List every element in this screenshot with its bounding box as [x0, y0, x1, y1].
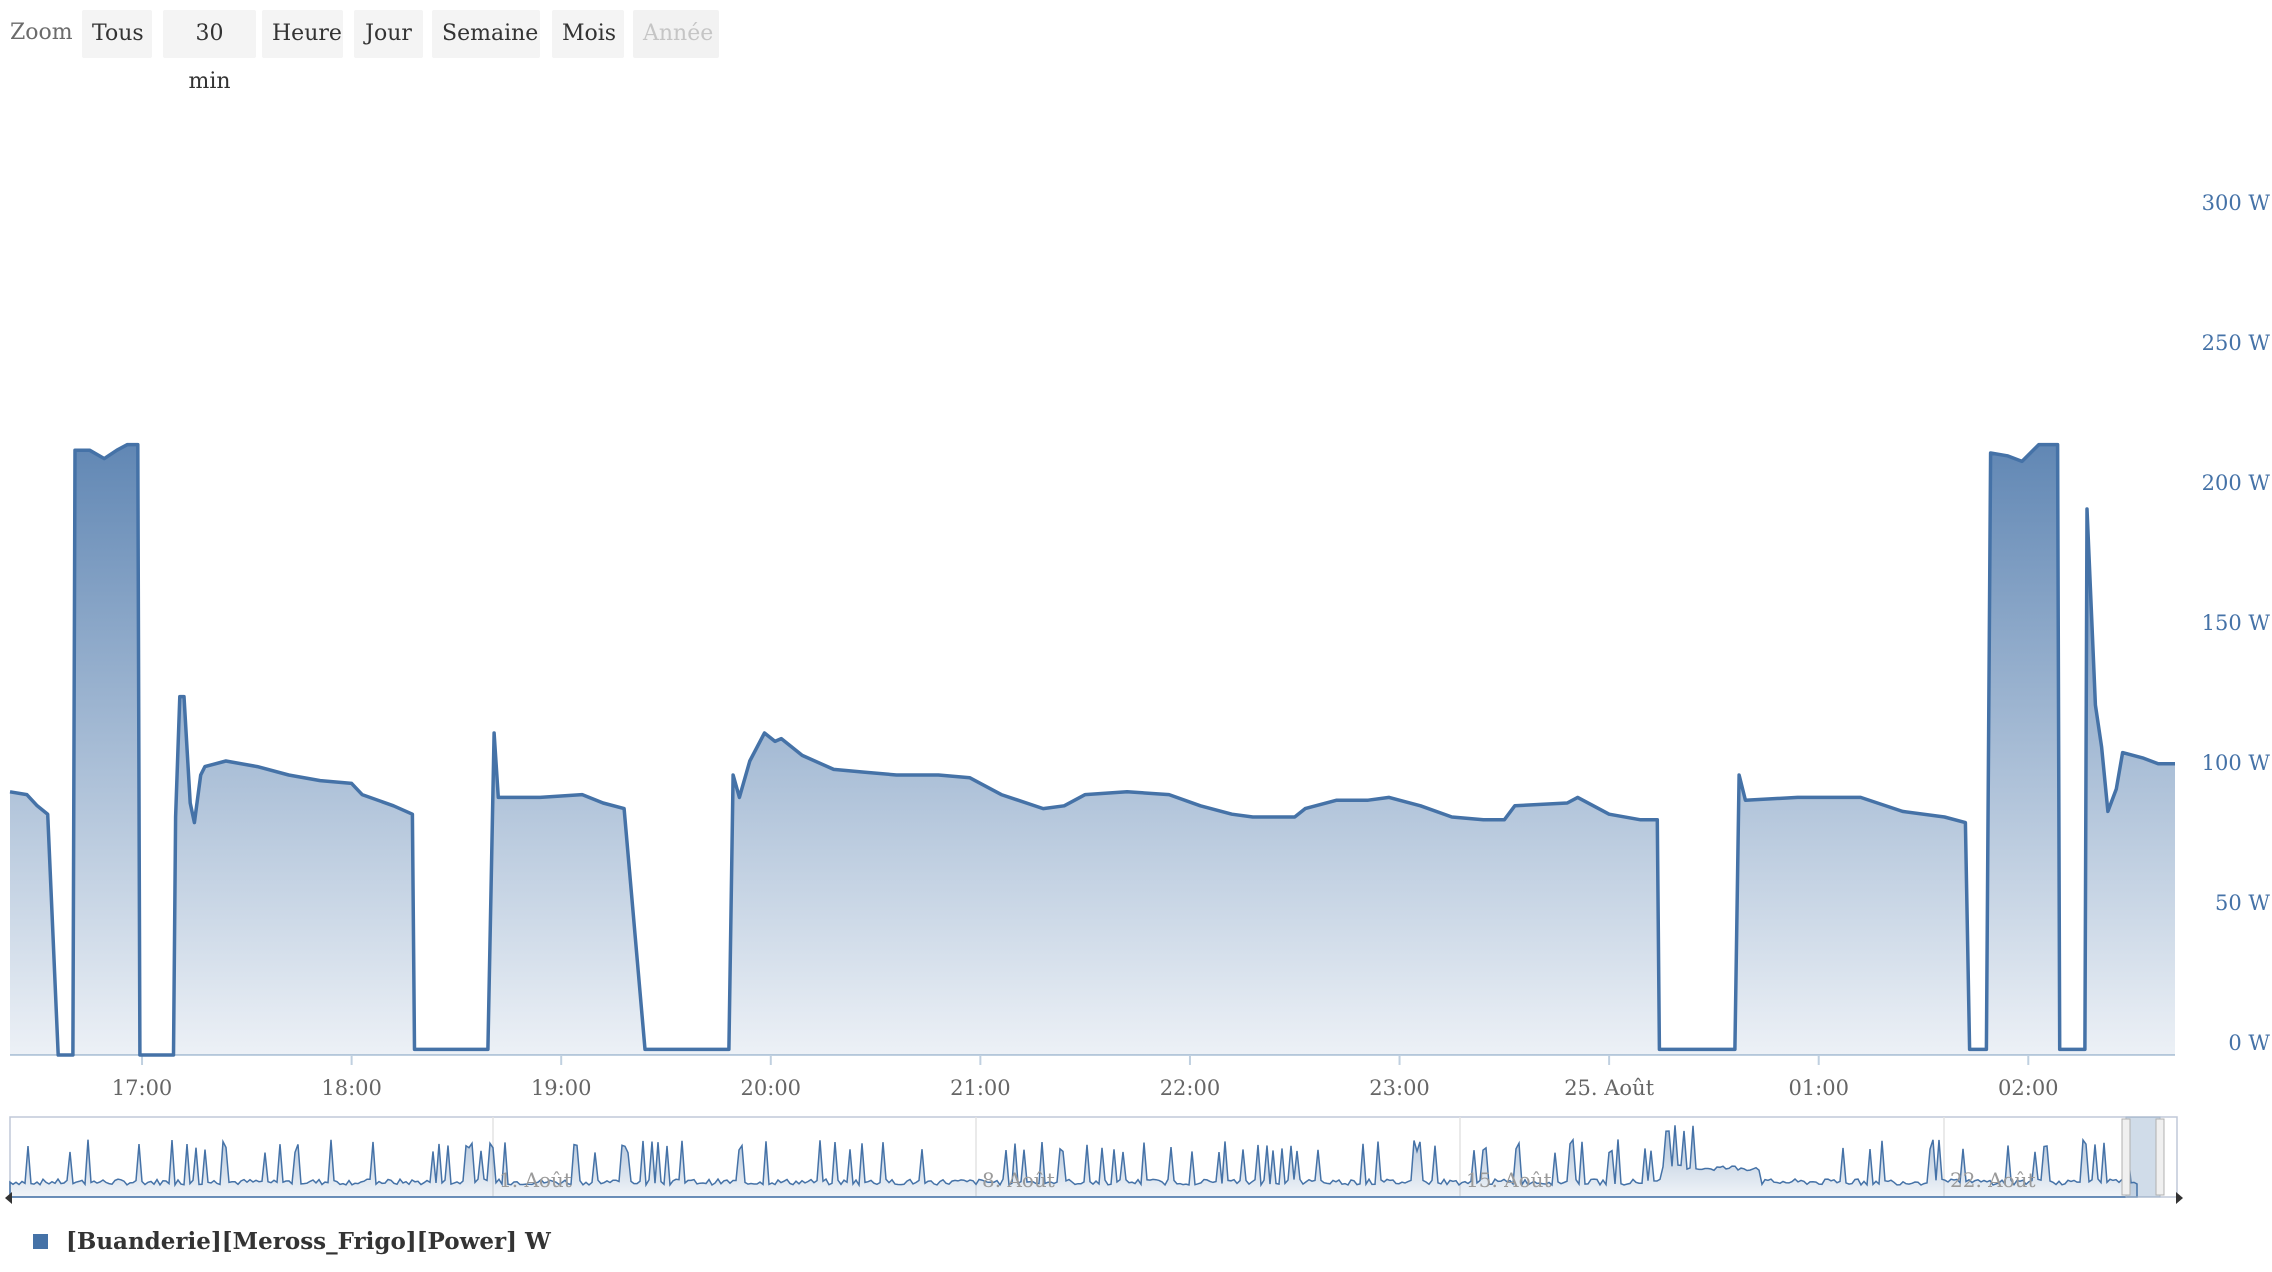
x-tick-label: 20:00 — [741, 1076, 802, 1100]
y-tick-label: 250 W — [2202, 331, 2271, 355]
x-tick-label: 23:00 — [1369, 1076, 1430, 1100]
y-tick-label: 300 W — [2202, 191, 2271, 215]
y-tick-label: 200 W — [2202, 471, 2271, 495]
zoom-month-button[interactable]: Mois — [552, 10, 624, 58]
x-tick-label: 21:00 — [950, 1076, 1011, 1100]
x-tick-label: 18:00 — [321, 1076, 382, 1100]
legend[interactable]: [Buanderie][Meross_Frigo][Power] W — [33, 1228, 551, 1255]
navigator-tick-label: 8. Août — [982, 1168, 1055, 1192]
y-tick-label: 0 W — [2228, 1031, 2270, 1055]
series-area — [10, 444, 2175, 1056]
zoom-label: Zoom — [10, 20, 73, 45]
zoom-all-button[interactable]: Tous — [82, 10, 152, 58]
x-tick-label: 17:00 — [112, 1076, 173, 1100]
series-line — [9, 442, 2175, 1057]
x-tick-label: 01:00 — [1788, 1076, 1849, 1100]
scroll-left-arrow-icon[interactable] — [5, 1192, 12, 1204]
navigator-tick-label: 15. Août — [1466, 1168, 1552, 1192]
zoom-hour-button[interactable]: Heure — [262, 10, 343, 58]
x-axis: 17:00 18:00 19:00 20:00 21:00 22:00 23:00 25. A… — [10, 1054, 2175, 1100]
x-tick-label: 19:00 — [531, 1076, 592, 1100]
navigator-selection[interactable] — [2125, 1116, 2161, 1198]
y-axis: 0 W 50 W 100 W 150 W 200 W 250 W 300 W — [2202, 191, 2271, 1055]
zoom-week-button[interactable]: Semaine — [432, 10, 540, 58]
navigator-tick-label: 1. Août — [499, 1168, 572, 1192]
zoom-30min-button[interactable]: 30 min — [163, 10, 256, 94]
navigator[interactable]: 1. Août 8. Août 15. Août 22. Août — [5, 1116, 2183, 1204]
scroll-right-arrow-icon[interactable] — [2176, 1192, 2183, 1204]
navigator-left-handle[interactable] — [2121, 1118, 2131, 1196]
y-tick-label: 50 W — [2215, 891, 2270, 915]
y-tick-label: 100 W — [2202, 751, 2271, 775]
x-tick-label: 02:00 — [1998, 1076, 2059, 1100]
x-tick-label: 25. Août — [1564, 1076, 1654, 1100]
navigator-tick-label: 22. Août — [1950, 1168, 2036, 1192]
zoom-year-button: Année — [633, 10, 719, 58]
navigator-series — [9, 1125, 2138, 1198]
legend-series-label: [Buanderie][Meross_Frigo][Power] W — [66, 1228, 551, 1255]
y-tick-label: 150 W — [2202, 611, 2271, 635]
legend-symbol — [33, 1234, 48, 1249]
zoom-day-button[interactable]: Jour — [354, 10, 423, 58]
x-tick-label: 22:00 — [1160, 1076, 1221, 1100]
navigator-right-handle[interactable] — [2155, 1118, 2165, 1196]
